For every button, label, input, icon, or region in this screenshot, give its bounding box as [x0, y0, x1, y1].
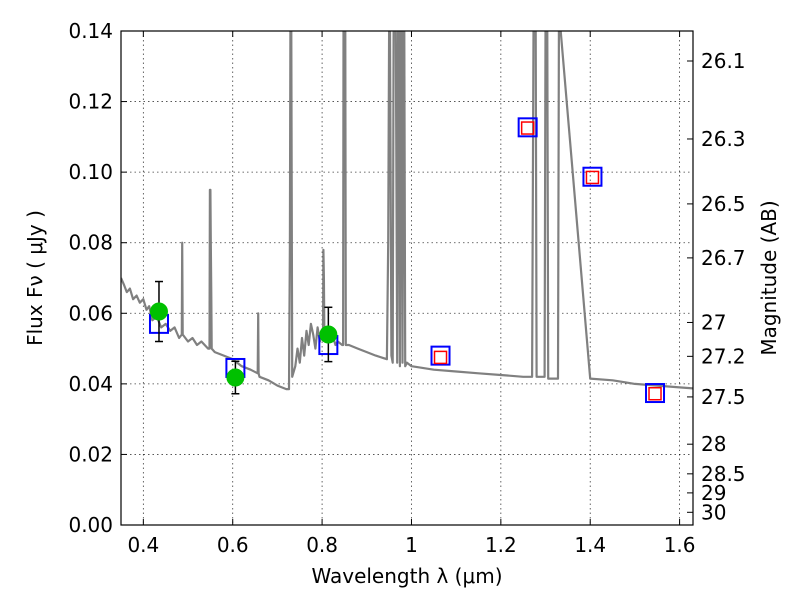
model-flux-blue-square	[517, 117, 538, 138]
y2-tick-label: 26.3	[701, 127, 746, 151]
y2-tick-label: 26.1	[701, 49, 746, 73]
y-tick-label: 0.12	[68, 90, 113, 114]
y2-tick-label: 27.5	[701, 385, 746, 409]
x-tick-label: 0.4	[127, 533, 159, 557]
y2-tick-label: 27	[701, 310, 726, 334]
x-tick-label: 1.6	[664, 533, 696, 557]
y-tick-label: 0.04	[68, 372, 113, 396]
observed-flux-point	[319, 325, 338, 344]
y-tick-label: 0.08	[68, 231, 113, 255]
axis-ticks: 0.4 0.6 0.8 1 1.2 1.4 1.6 0.00 0.02 0.04 0.06 0.08 0…	[68, 19, 745, 557]
y2-tick-label: 26.7	[701, 246, 746, 270]
x-tick-label: 1	[405, 533, 418, 557]
y2-tick-label: 28	[701, 432, 726, 456]
x-tick-label: 1.4	[574, 533, 606, 557]
x-tick-label: 1.2	[485, 533, 517, 557]
y2-tick-label: 26.5	[701, 192, 746, 216]
y2-tick-label: 28.5	[701, 462, 746, 486]
y-tick-label: 0.02	[68, 442, 113, 466]
x-tick-label: 0.8	[306, 533, 338, 557]
y2-tick-label: 29	[701, 481, 726, 505]
axes-frame	[120, 30, 694, 526]
y-tick-label: 0.14	[68, 19, 113, 43]
observed-flux-point	[226, 368, 245, 387]
y2-tick-label: 27.2	[701, 344, 746, 368]
model-flux-red-square	[520, 121, 535, 135]
y-axis-title: Flux Fν ( μJy )	[23, 210, 47, 346]
model-flux-red-square	[648, 386, 662, 401]
model-flux-blue-square	[582, 166, 603, 187]
observed-flux-point	[149, 302, 168, 321]
y-tick-label: 0.10	[68, 160, 113, 184]
plot-area	[121, 31, 693, 404]
model-flux-blue-square	[645, 383, 666, 404]
x-axis-title: Wavelength λ (μm)	[311, 564, 502, 588]
model-flux-red-square	[585, 170, 600, 185]
x-tick-label: 0.6	[217, 533, 249, 557]
model-flux-red-square	[433, 350, 448, 365]
y-tick-label: 0.06	[68, 301, 113, 325]
y2-tick-label: 30	[701, 500, 726, 524]
y-tick-label: 0.00	[68, 513, 113, 537]
model-flux-blue-square	[430, 345, 451, 366]
y2-axis-title: Magnitude (AB)	[757, 200, 781, 355]
